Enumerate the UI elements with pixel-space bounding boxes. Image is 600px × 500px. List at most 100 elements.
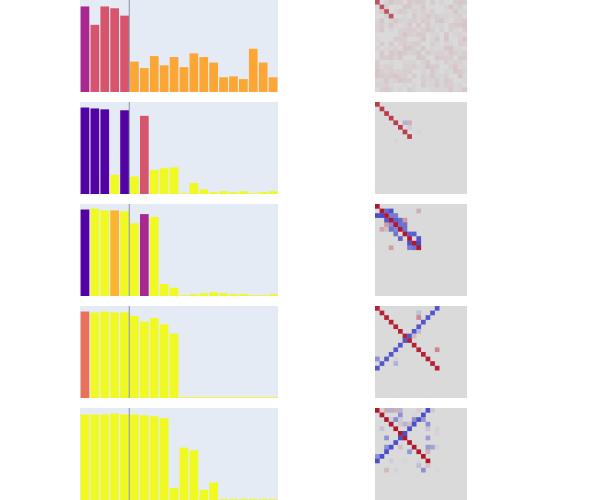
heatmap-cell-4 [416,324,422,330]
bar-2-14 [209,192,218,194]
heatmap-cell-3 [388,213,394,218]
heatmap-cell-1 [379,27,385,33]
heatmap-cell-1 [462,18,468,24]
heatmap-cell-1 [434,18,440,24]
heatmap-cell-1 [425,78,431,83]
heatmap-cell-1 [384,55,389,60]
heatmap-cell-1 [434,32,440,37]
heatmap-cell-1 [407,41,412,47]
heatmap-cell-1 [421,4,426,10]
bar-4-5 [120,312,129,398]
heatmap-cell-1 [434,82,440,88]
heatmap-cell-1 [457,59,463,65]
heatmap-cell-1 [388,69,394,74]
heatmap-cell-4 [416,347,422,353]
heatmap-cell-1 [416,23,422,28]
bar-3-2 [90,208,100,296]
heatmap-cell-1 [444,41,449,47]
heatmap-cell-1 [384,64,389,70]
heatmap-cell-1 [416,18,422,24]
heatmap-cell-1 [457,13,463,19]
heatmap-cell-1 [379,55,385,60]
heatmap-cell-5 [430,408,435,413]
heatmap-cell-1 [402,9,408,14]
heatmap-cell-1 [402,18,408,24]
heatmap-cell-1 [411,32,417,37]
bar-3-8 [149,216,159,296]
bar-2-20 [268,191,278,194]
bar-4-7 [140,321,149,398]
heatmap-cell-5 [425,408,431,413]
heatmap-cell-1 [425,50,431,56]
heatmap-cell-1 [421,64,426,70]
heatmap-cell-3 [393,213,399,218]
heatmap-cell-4 [375,356,380,362]
heatmap-cell-1 [444,18,449,24]
heatmap-cell-1 [416,50,422,56]
heatmap-cell-4 [425,356,431,362]
heatmap-cell-1 [375,23,380,28]
heatmap-cell-4 [384,315,389,320]
heatmap-cell-1 [444,55,449,60]
heatmap-cell-1 [457,9,463,14]
heatmap-cell-1 [411,4,417,10]
heatmap-cell-1 [439,50,445,56]
heatmap-cell-1 [421,36,426,42]
bar-5-4 [110,413,119,500]
heatmap-cell-1 [434,59,440,65]
heatmap-cell-1 [384,82,389,88]
heatmap-cell-4 [402,333,408,339]
heatmap-cell-1 [375,82,380,88]
heatmap-cell-1 [430,78,435,83]
heatmap-cell-1 [375,78,380,83]
heatmap-cell-1 [421,46,426,51]
heatmap-cell-4 [393,324,399,330]
heatmap-cell-5 [411,444,417,450]
heatmap-cell-5 [388,421,394,427]
heatmap-cell-1 [421,0,426,5]
heatmap-cell-1 [375,64,380,70]
bar-5-3 [100,414,110,500]
bar-1-14 [209,62,218,92]
heatmap-cell-1 [444,69,449,74]
bar-1-2 [90,24,100,93]
heatmap-cell-4 [398,329,403,334]
heatmap-cell-1 [393,0,399,5]
heatmap-cell-1 [444,4,449,10]
heatmap-cell-5 [407,440,412,445]
bar-5-2 [90,414,100,500]
heatmap-cell-4 [430,310,435,316]
heatmap-cell-3 [398,217,403,223]
heatmap-cell-5 [421,412,426,418]
heatmap-cell-4 [411,329,417,334]
heatmap-cell-1 [411,59,417,65]
heatmap-cell-1 [402,13,408,19]
bar-3-7 [140,214,149,296]
heatmap-cell-3 [388,222,394,228]
heatmap-cell-5 [384,435,389,441]
heatmap-cell-4 [411,342,417,348]
heatmap-cell-3 [384,213,389,218]
heatmap-cell-1 [462,27,468,33]
heatmap-cell-5 [384,449,389,455]
heatmap-cell-2 [416,129,422,135]
bar-1-1 [80,6,90,92]
heatmap-cell-5 [402,431,408,436]
heatmap-cell-5 [388,458,394,464]
heatmap-cell-1 [402,78,408,83]
heatmap-cell-1 [411,87,417,93]
heatmap-cell-1 [434,73,440,79]
heatmap-cell-1 [425,82,431,88]
heatmap-cell-1 [457,64,463,70]
bar-2-7 [140,115,149,194]
bar-1-6 [130,61,139,92]
heatmap-cell-1 [448,64,454,70]
heatmap-cell-1 [453,69,458,74]
heatmap-cell-5 [393,426,399,432]
heatmap-cell-2 [402,120,408,126]
bar-3-12 [189,294,199,296]
heatmap-cell-1 [411,46,417,51]
heatmap-cell-3 [384,208,389,214]
heatmap-cell-1 [398,78,403,83]
